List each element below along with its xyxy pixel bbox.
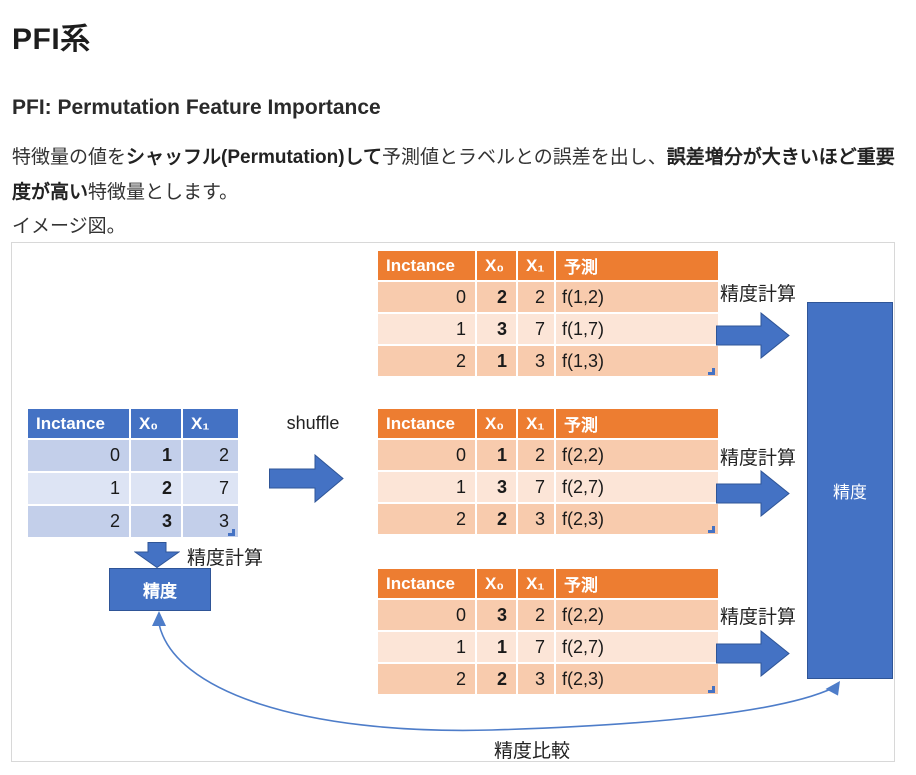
accuracy-box-baseline-label: 精度 xyxy=(143,582,177,601)
shuffled-table-2: Inctance X₀ X₁ 予測 0 1 2 f(2,2) 1 3 7 f(2,7) 2 2 3 f(2,3… xyxy=(378,409,718,534)
table-header-cell: Inctance xyxy=(378,569,475,598)
table-header-cell: 予測 xyxy=(556,251,718,280)
table-header-cell: X₀ xyxy=(477,251,516,280)
table-cell: 1 xyxy=(378,314,475,344)
table-resize-handle-icon xyxy=(708,368,715,375)
table-header-cell: X₁ xyxy=(183,409,238,438)
pfi-diagram-image: Inctance X₀ X₁ 0 1 2 1 2 7 2 3 3 shuffle Inctance X₀… xyxy=(11,242,895,762)
table-cell: 7 xyxy=(518,632,554,662)
table-header-cell: X₁ xyxy=(518,251,554,280)
table-header-cell: 予測 xyxy=(556,569,718,598)
accuracy-compare-label: 精度比較 xyxy=(493,741,570,762)
table-cell: 2 xyxy=(378,346,475,376)
table-cell: 0 xyxy=(378,282,475,312)
table-cell: f(2,2) xyxy=(556,600,718,630)
table-cell: 1 xyxy=(378,472,475,502)
accuracy-box-baseline: 精度 xyxy=(109,568,211,611)
text-segment: 予測値とラベルとの誤差を出し、 xyxy=(381,147,667,168)
description-paragraph: 特徴量の値をシャッフル(Permutation)して予測値とラベルとの誤差を出し… xyxy=(12,140,904,210)
table-cell: 2 xyxy=(131,473,181,504)
table-header-cell: X₁ xyxy=(518,409,554,438)
accuracy-box-main: 精度 xyxy=(807,302,893,679)
table-cell: 3 xyxy=(131,506,181,537)
table-header-cell: Inctance xyxy=(28,409,129,438)
table-cell: 2 xyxy=(378,664,475,694)
table-cell: 2 xyxy=(518,600,554,630)
accuracy-calc-label-1: 精度計算 xyxy=(720,284,797,305)
table-cell: 2 xyxy=(518,440,554,470)
table-resize-handle-icon xyxy=(708,686,715,693)
table-header-cell: X₁ xyxy=(518,569,554,598)
table-header-cell: 予測 xyxy=(556,409,718,438)
table-cell: 3 xyxy=(477,314,516,344)
table-cell: 3 xyxy=(518,664,554,694)
shuffle-label: shuffle xyxy=(286,413,340,433)
table-cell: 2 xyxy=(518,282,554,312)
text-segment: 特徴量の値を xyxy=(12,147,127,168)
text-segment-bold: 誤差増分が大きいほど重要度が高い xyxy=(12,147,895,203)
table-cell: 2 xyxy=(183,440,238,471)
table-cell: 0 xyxy=(378,600,475,630)
table-cell: 2 xyxy=(28,506,129,537)
table-cell: 2 xyxy=(477,282,516,312)
shuffled-table-3: Inctance X₀ X₁ 予測 0 3 2 f(2,2) 1 1 7 f(2,7) 2 2 3 f(2,3… xyxy=(378,569,718,694)
right-arrow-icon xyxy=(716,470,790,517)
table-cell: 1 xyxy=(28,473,129,504)
down-arrow-icon xyxy=(134,542,180,568)
shuffle-arrow-icon xyxy=(269,454,344,503)
shuffled-table-1: Inctance X₀ X₁ 予測 0 2 2 f(1,2) 1 3 7 f(1,7) 2 1 3 f(1,3… xyxy=(378,251,718,376)
table-cell: 1 xyxy=(131,440,181,471)
table-header-cell: X₀ xyxy=(131,409,181,438)
accuracy-calc-label-3: 精度計算 xyxy=(720,607,797,628)
table-cell: 1 xyxy=(477,346,516,376)
original-data-table: Inctance X₀ X₁ 0 1 2 1 2 7 2 3 3 xyxy=(28,409,238,537)
table-header-cell: X₀ xyxy=(477,409,516,438)
table-cell: 3 xyxy=(477,600,516,630)
table-cell: 3 xyxy=(518,346,554,376)
text-segment: 特徴量とします。 xyxy=(88,182,239,203)
table-cell: 3 xyxy=(183,506,238,537)
table-cell: 7 xyxy=(518,314,554,344)
text-segment-bold: シャッフル(Permutation)して xyxy=(126,147,382,168)
table-header-cell: Inctance xyxy=(378,409,475,438)
table-cell: 2 xyxy=(378,504,475,534)
table-cell: 1 xyxy=(378,632,475,662)
right-arrow-icon xyxy=(716,312,790,359)
table-cell: 1 xyxy=(477,440,516,470)
image-caption: イメージ図。 xyxy=(12,216,126,237)
table-cell: f(2,7) xyxy=(556,632,718,662)
table-cell: 3 xyxy=(477,472,516,502)
table-cell: 7 xyxy=(183,473,238,504)
table-resize-handle-icon xyxy=(708,526,715,533)
table-cell: f(2,7) xyxy=(556,472,718,502)
table-cell: 2 xyxy=(477,664,516,694)
table-cell: f(1,2) xyxy=(556,282,718,312)
table-cell: 2 xyxy=(477,504,516,534)
table-cell: 0 xyxy=(378,440,475,470)
table-cell: f(2,3) xyxy=(556,504,718,534)
accuracy-calc-label-2: 精度計算 xyxy=(720,448,797,469)
table-cell: f(1,7) xyxy=(556,314,718,344)
right-arrow-icon xyxy=(716,630,790,677)
table-resize-handle-icon xyxy=(228,529,235,536)
section-heading: PFI: Permutation Feature Importance xyxy=(12,96,381,119)
table-cell: f(2,2) xyxy=(556,440,718,470)
page-title: PFI系 xyxy=(12,23,91,56)
table-header-cell: X₀ xyxy=(477,569,516,598)
accuracy-box-main-label: 精度 xyxy=(833,483,867,502)
table-cell: f(1,3) xyxy=(556,346,718,376)
table-cell: 0 xyxy=(28,440,129,471)
table-cell: f(2,3) xyxy=(556,664,718,694)
table-header-cell: Inctance xyxy=(378,251,475,280)
accuracy-calc-label-4: 精度計算 xyxy=(187,548,264,569)
table-cell: 3 xyxy=(518,504,554,534)
table-cell: 7 xyxy=(518,472,554,502)
table-cell: 1 xyxy=(477,632,516,662)
